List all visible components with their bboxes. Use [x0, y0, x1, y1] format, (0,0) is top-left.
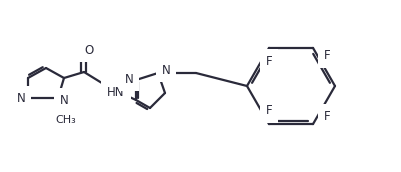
- Text: N: N: [124, 73, 133, 85]
- Text: F: F: [323, 49, 330, 62]
- Text: HN: HN: [107, 85, 124, 99]
- Text: CH₃: CH₃: [55, 115, 76, 125]
- Text: O: O: [84, 44, 93, 56]
- Text: N: N: [59, 94, 68, 106]
- Text: N: N: [16, 92, 25, 105]
- Text: F: F: [323, 110, 330, 123]
- Text: N: N: [161, 63, 170, 77]
- Text: F: F: [265, 55, 271, 68]
- Text: F: F: [265, 104, 271, 117]
